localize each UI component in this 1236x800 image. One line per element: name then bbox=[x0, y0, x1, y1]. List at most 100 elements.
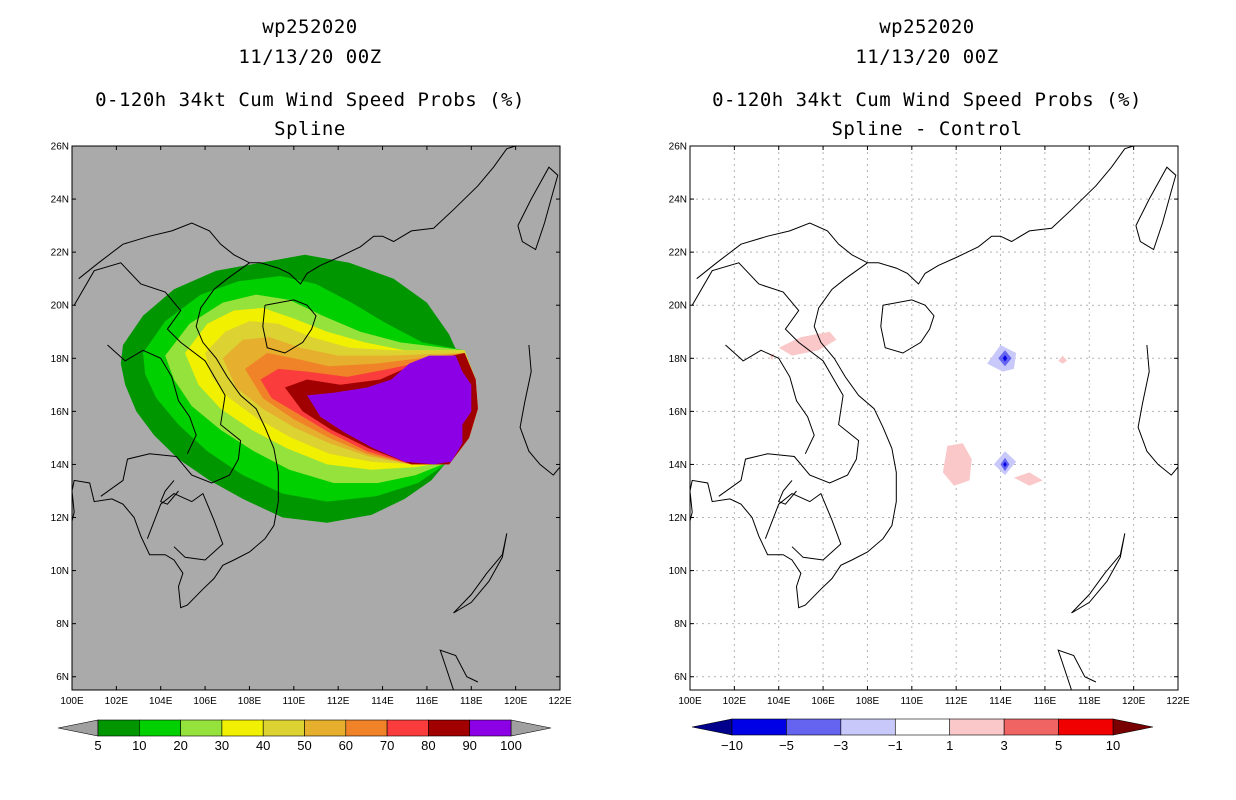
lon-label: 102E bbox=[105, 696, 129, 707]
lon-label: 114E bbox=[371, 696, 394, 707]
coastline-9 bbox=[778, 480, 797, 505]
coastline-1 bbox=[72, 262, 279, 609]
colorbar-swatch bbox=[731, 718, 787, 736]
lat-label: 8N bbox=[56, 619, 69, 630]
lat-label: 8N bbox=[674, 619, 687, 630]
colorbar-end-low bbox=[691, 718, 733, 736]
lat-label: 12N bbox=[51, 513, 69, 524]
lat-label: 10N bbox=[51, 566, 69, 577]
colorbar-label: −5 bbox=[779, 738, 794, 753]
coastline-8 bbox=[146, 492, 224, 561]
left-title-line-4: Spline bbox=[274, 118, 346, 140]
lat-label: 14N bbox=[669, 460, 687, 471]
colorbar-label: 5 bbox=[1055, 738, 1062, 753]
coastline-5 bbox=[1071, 533, 1126, 614]
colorbar-label: −10 bbox=[721, 738, 743, 753]
coastline-7 bbox=[73, 262, 242, 497]
colorbar-label: −3 bbox=[833, 738, 848, 753]
colorbar-swatch bbox=[345, 719, 388, 737]
lon-label: 116E bbox=[1034, 696, 1057, 707]
right-title-line-1: wp252020 bbox=[879, 16, 975, 38]
lon-label: 106E bbox=[193, 696, 217, 707]
lon-label: 120E bbox=[1122, 696, 1146, 707]
left-title-line-1: wp252020 bbox=[262, 16, 358, 38]
lon-label: 102E bbox=[723, 696, 747, 707]
colorbar-label: −1 bbox=[888, 738, 903, 753]
colorbar-label: 80 bbox=[421, 738, 435, 753]
coastline-2 bbox=[262, 299, 317, 354]
colorbar-label: 10 bbox=[1106, 738, 1120, 753]
lat-label: 24N bbox=[51, 195, 69, 206]
colorbar-swatch bbox=[221, 719, 264, 737]
lat-label: 20N bbox=[51, 301, 69, 312]
diff-blob-0 bbox=[778, 331, 837, 356]
lat-label: 16N bbox=[669, 407, 687, 418]
coastline-4 bbox=[1137, 344, 1178, 476]
coastline-5 bbox=[453, 533, 508, 614]
colorbar-swatch bbox=[97, 719, 140, 737]
colorbar-swatch bbox=[949, 718, 1005, 736]
lat-label: 6N bbox=[56, 672, 69, 683]
lon-label: 104E bbox=[767, 696, 791, 707]
colorbar-end-high bbox=[1112, 718, 1154, 736]
coastline-10 bbox=[725, 344, 815, 455]
lat-label: 20N bbox=[669, 301, 687, 312]
coastline-0 bbox=[78, 146, 516, 285]
colorbar-label: 40 bbox=[256, 738, 270, 753]
colorbar-label: 20 bbox=[173, 738, 187, 753]
colorbar-label: 50 bbox=[297, 738, 311, 753]
colorbar-swatch bbox=[180, 719, 223, 737]
lon-label: 122E bbox=[1166, 696, 1190, 707]
lon-label: 108E bbox=[856, 696, 880, 707]
lon-label: 104E bbox=[149, 696, 173, 707]
colorbar-legend: 5 10 20 30 40 50 60 70 80 90 100 bbox=[57, 719, 552, 753]
map-panel-1: 26N 24N 22N 20N 18N 16N 14N 12N 10N 8N 6N 100E 102E 1… bbox=[51, 142, 572, 754]
map-area bbox=[690, 146, 1178, 690]
colorbar-swatch bbox=[428, 719, 470, 737]
colorbar-label: 30 bbox=[215, 738, 229, 753]
lat-label: 26N bbox=[51, 142, 69, 153]
map-background bbox=[690, 146, 1178, 690]
colorbar-swatch bbox=[386, 719, 429, 737]
coastline-10 bbox=[107, 344, 197, 455]
colorbar-swatch bbox=[840, 718, 896, 736]
lat-label: 24N bbox=[669, 195, 687, 206]
lat-label: 10N bbox=[669, 566, 687, 577]
left-title-line-2: 11/13/20 00Z bbox=[238, 46, 382, 68]
colorbar-swatch bbox=[469, 719, 512, 737]
left-title-line-3: 0-120h 34kt Cum Wind Speed Probs (%) bbox=[95, 89, 525, 111]
colorbar-swatch bbox=[262, 719, 305, 737]
diff-blob-2 bbox=[942, 443, 972, 486]
coastline-0 bbox=[696, 146, 1134, 285]
diff-blob-7 bbox=[1002, 355, 1008, 362]
colorbar-swatch bbox=[304, 719, 347, 737]
coastline-1 bbox=[690, 262, 897, 609]
coastline-8 bbox=[764, 492, 842, 561]
right-title-line-3: 0-120h 34kt Cum Wind Speed Probs (%) bbox=[712, 89, 1142, 111]
map-area bbox=[72, 146, 560, 690]
coastline-2 bbox=[880, 299, 935, 354]
colorbar-label: 60 bbox=[339, 738, 353, 753]
colorbar-end-high bbox=[510, 719, 552, 737]
lat-label: 14N bbox=[51, 460, 69, 471]
contour-90-pct bbox=[307, 355, 472, 465]
lat-label: 18N bbox=[51, 354, 69, 365]
map-frame bbox=[71, 145, 561, 691]
diff-blob-10 bbox=[1003, 461, 1007, 468]
lat-label: 26N bbox=[669, 142, 687, 153]
lat-label: 12N bbox=[669, 513, 687, 524]
lon-label: 110E bbox=[901, 696, 924, 707]
coastline-3 bbox=[517, 166, 559, 251]
lon-label: 110E bbox=[283, 696, 306, 707]
lat-label: 18N bbox=[669, 354, 687, 365]
colorbar-label: 70 bbox=[380, 738, 394, 753]
colorbar-label: 1 bbox=[946, 738, 953, 753]
lat-label: 6N bbox=[674, 672, 687, 683]
colorbar-swatch bbox=[1058, 718, 1114, 736]
lon-label: 106E bbox=[811, 696, 835, 707]
colorbar-label: 10 bbox=[132, 738, 146, 753]
lon-label: 118E bbox=[1078, 696, 1101, 707]
colorbar-swatch bbox=[894, 718, 951, 736]
lat-label: 22N bbox=[51, 248, 69, 259]
